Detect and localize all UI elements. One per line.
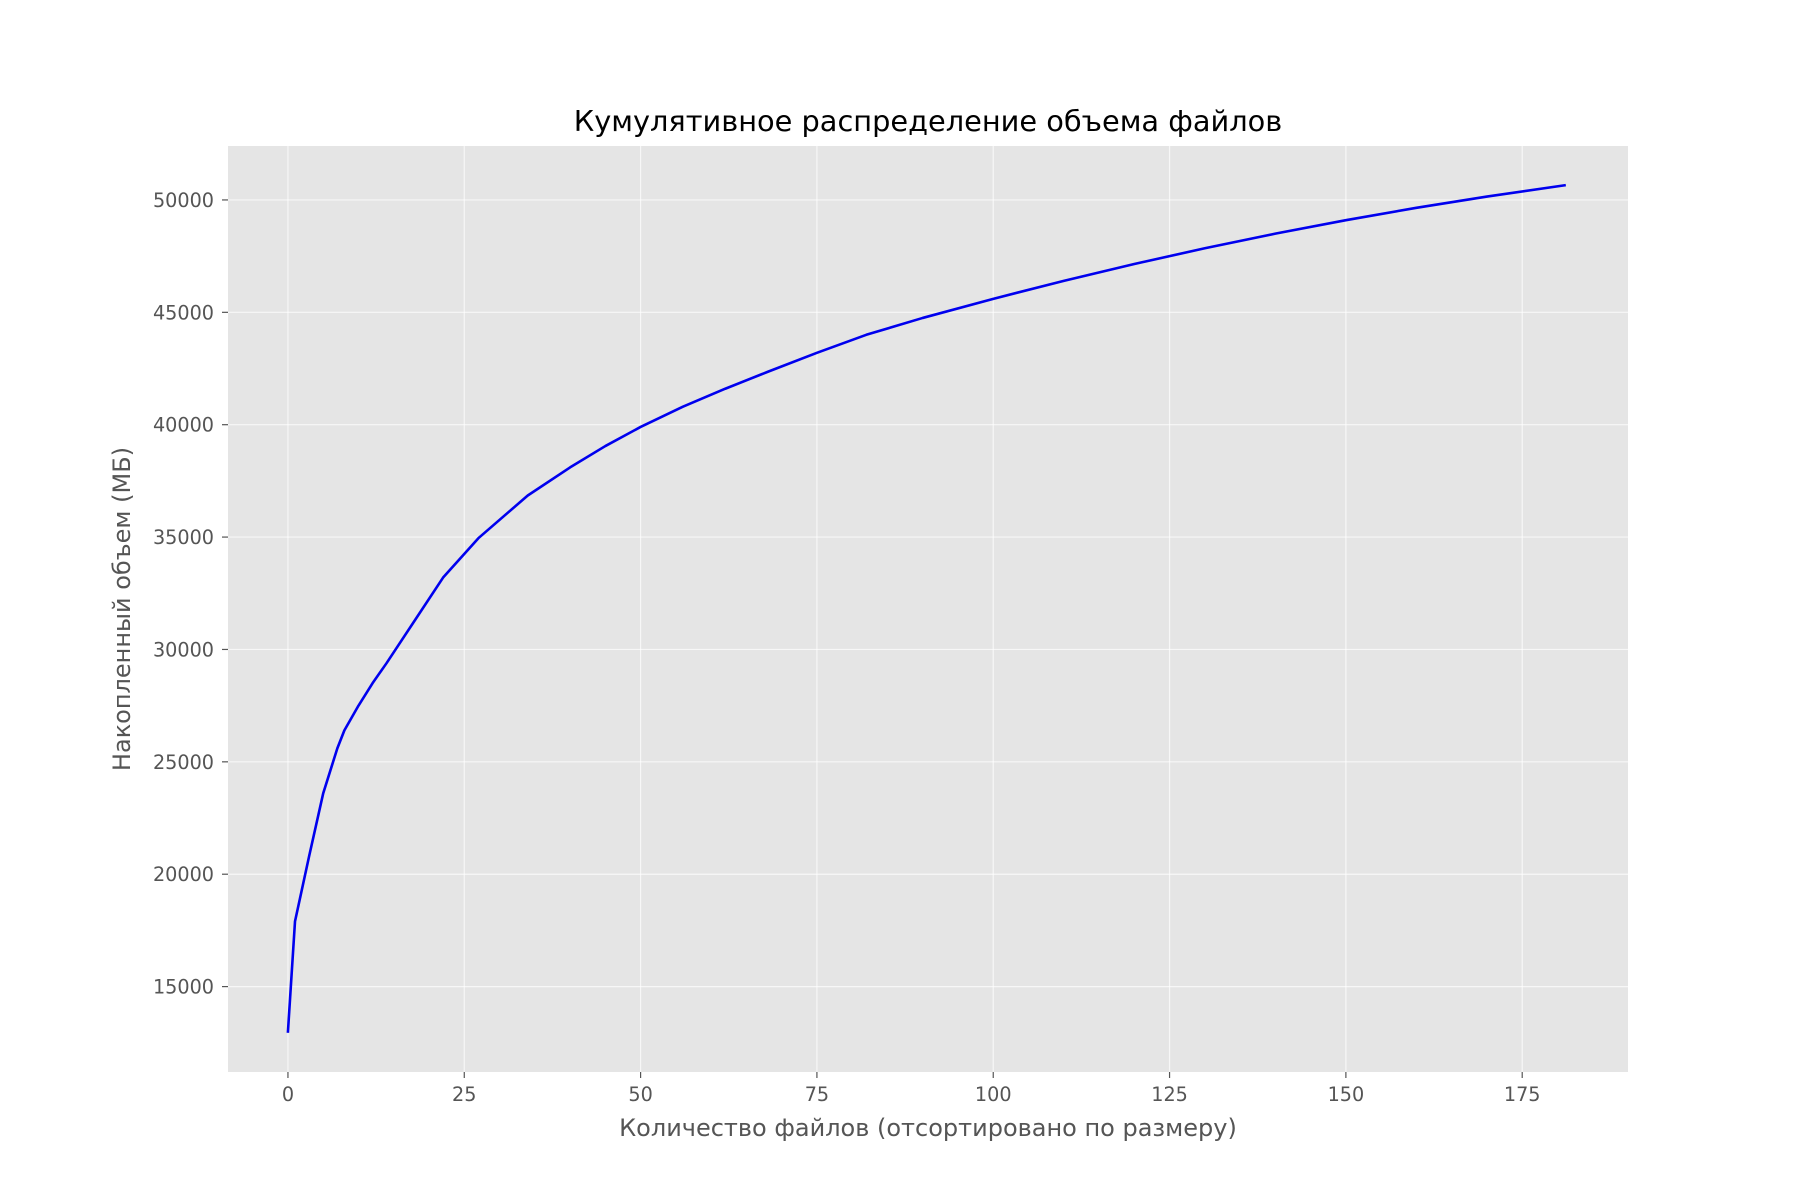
y-tick-label: 35000 [153, 526, 214, 549]
x-tick-label: 125 [1151, 1083, 1188, 1106]
y-tick-label: 15000 [153, 976, 214, 999]
x-tick-label: 50 [628, 1083, 652, 1106]
x-tick-label: 75 [805, 1083, 829, 1106]
x-tick-label: 100 [975, 1083, 1012, 1106]
y-tick-label: 20000 [153, 863, 214, 886]
y-tick-label: 45000 [153, 301, 214, 324]
chart-title: Кумулятивное распределение объема файлов [574, 104, 1282, 138]
y-tick-label: 50000 [153, 189, 214, 212]
x-tick-label: 175 [1504, 1083, 1541, 1106]
ticks: 0 25 50 75 100 125 150 175 15000 20000 25000 30000 3… [153, 189, 1541, 1106]
plot-area [228, 146, 1628, 1072]
series-line [286, 183, 1566, 1033]
x-tick-label: 25 [452, 1083, 476, 1106]
y-tick-label: 40000 [153, 414, 214, 437]
y-tick-label: 30000 [153, 638, 214, 661]
y-axis-label: Накопленный объем (МБ) [108, 447, 136, 771]
x-axis-label: Количество файлов (отсортировано по разм… [619, 1114, 1237, 1142]
grid [228, 146, 1628, 1072]
x-tick-label: 0 [282, 1083, 294, 1106]
x-tick-label: 150 [1328, 1083, 1365, 1106]
y-tick-label: 25000 [153, 751, 214, 774]
series-layer [286, 183, 1566, 1033]
